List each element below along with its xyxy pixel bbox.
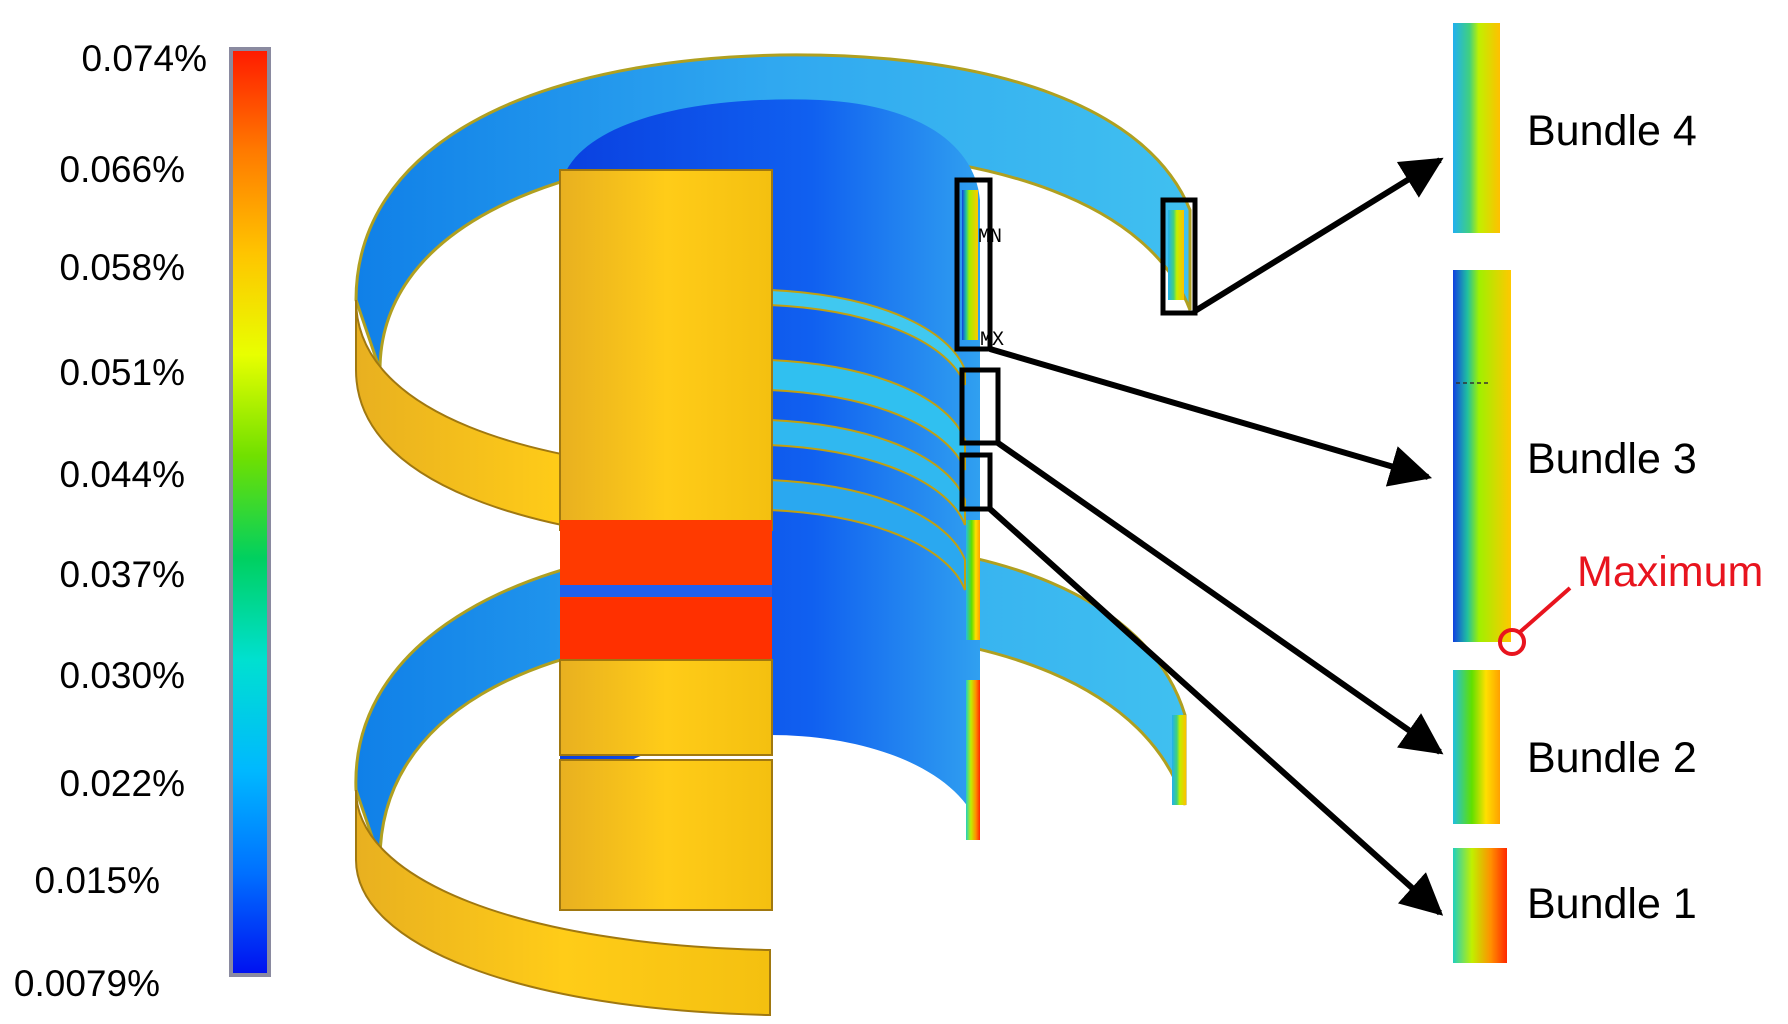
outer-edge-strip-lower [1172,715,1186,805]
maximum-marker-circle [1498,628,1526,656]
inner-cylinder-band-bottom [559,759,773,911]
bundle-2-detail: Bundle 2 [1453,670,1697,824]
inner-cylinder-band-red-2 [560,598,772,660]
arrow-bundle-3 [989,346,1433,487]
selection-box-bundle-4 [1160,197,1198,316]
arrow-bundle-4 [1193,157,1444,314]
bundle-3-detail: Bundle 3 [1453,270,1697,642]
bundle-4-strip [1453,23,1500,233]
maximum-annotation: Maximum [1498,548,1763,656]
colorbar-tick-8: 0.015% [35,860,161,901]
bundle-4-detail: Bundle 4 [1453,23,1697,233]
bundle-1-detail: Bundle 1 [1453,848,1697,963]
colorbar-gradient [229,47,271,977]
inner-cylinder-band-mid [559,659,773,756]
inner-edge-strip-top [962,190,978,340]
inner-ring-strip-1 [769,288,966,386]
coil-model: MN MX [354,53,1198,1017]
arrow-bundle-1 [987,506,1444,916]
maximum-leader-line [1518,586,1572,634]
bundle-details: Bundle 4 Bundle 3 Bundle 2 Bundle 1 [1453,23,1697,963]
bundle-4-label: Bundle 4 [1527,107,1697,155]
colorbar-tick-9: 0.0079% [14,963,160,1004]
inner-ring-strip-4 [769,478,966,591]
callout-arrows [987,157,1444,916]
colorbar: 0.074% 0.066% 0.058% 0.051% 0.044% 0.037… [14,38,271,1004]
bundle-3-label: Bundle 3 [1527,435,1697,483]
colorbar-tick-6: 0.030% [60,655,186,696]
inner-ring-strip-2 [769,358,966,471]
inner-cylinder-band-gap-1 [560,585,772,597]
maximum-label: Maximum [1577,548,1763,596]
colorbar-tick-5: 0.037% [60,554,186,595]
bundle-2-strip [1453,670,1500,824]
bundle-1-label: Bundle 1 [1527,880,1697,928]
selection-box-bundle-2 [959,367,1001,446]
selection-box-bundle-1 [959,452,993,512]
colorbar-tick-7: 0.022% [60,763,186,804]
arrow-bundle-2 [996,440,1444,755]
inner-ring-strip-3 [769,418,966,526]
bundle-2-label: Bundle 2 [1527,734,1697,782]
colorbar-tick-1: 0.066% [60,149,186,190]
inner-cylinder-band-top [559,169,773,531]
outer-ring-lower-front [355,789,771,1017]
bundle-1-strip [1453,848,1507,963]
outer-edge-strip-upper [1168,210,1184,300]
bundle-3-strip [1453,270,1511,642]
outer-ring-upper-back [354,53,1192,371]
colorbar-tick-0: 0.074% [82,38,208,79]
colorbar-tick-4: 0.044% [60,454,186,495]
colorbar-tick-2: 0.058% [60,247,186,288]
selection-box-bundle-3 [954,177,993,352]
inner-edge-strip-bottom [966,680,980,840]
inner-edge-strip-low [966,520,980,640]
colorbar-tick-3: 0.051% [60,352,186,393]
